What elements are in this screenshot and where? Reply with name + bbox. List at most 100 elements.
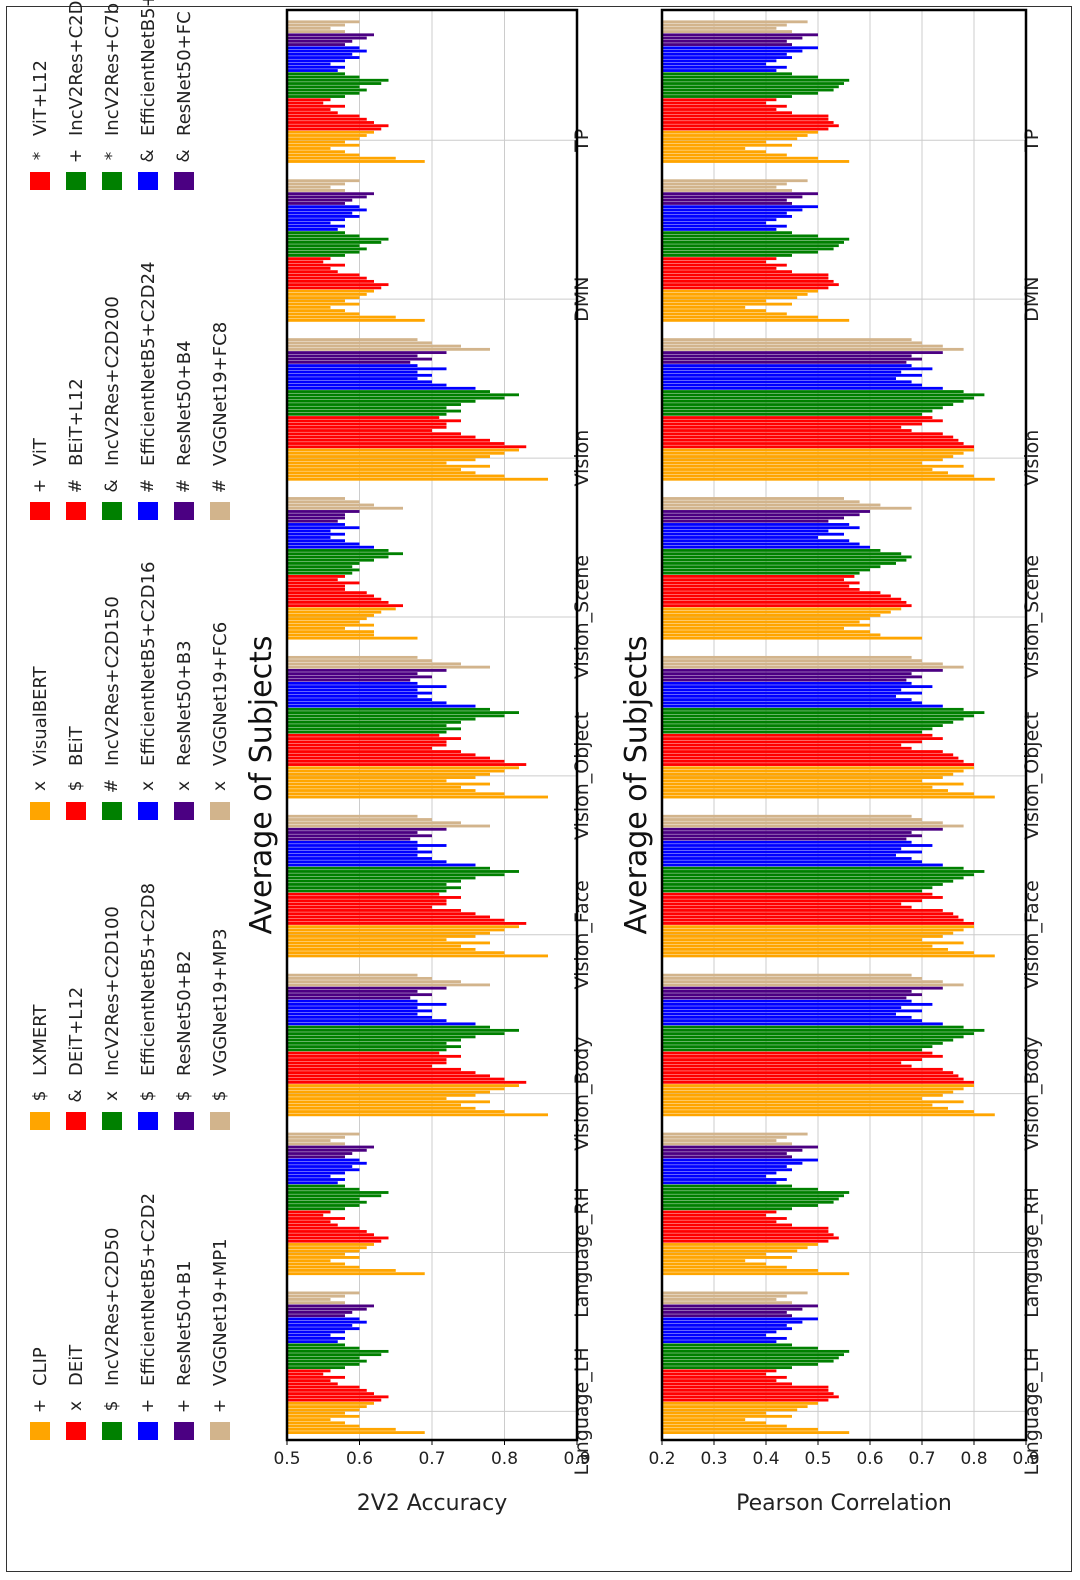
bar-TP-29 (287, 65, 345, 69)
bar-TP-43 (662, 20, 808, 24)
bar-Language_LH-23 (287, 1356, 360, 1360)
bar-Vision-6 (287, 458, 476, 462)
bar-DMN-4 (287, 305, 331, 309)
bar-Vision_Object-41 (662, 662, 943, 666)
legend-marker: x (174, 781, 194, 791)
legend-marker: x (30, 781, 50, 791)
bar-Vision_Body-29 (662, 1019, 922, 1023)
bar-Vision-27 (287, 390, 490, 393)
bar-Vision_Body-4 (662, 1100, 964, 1104)
bar-Vision_Object-26 (287, 711, 519, 715)
bar-TP-1 (287, 156, 396, 160)
bar-Vision_Scene-11 (662, 600, 907, 604)
bar-Language_RH-10 (662, 1239, 829, 1243)
bar-Vision_Object-41 (287, 662, 461, 666)
bar-Vision_Scene-0 (662, 636, 922, 640)
bar-Vision_Body-33 (662, 1006, 902, 1010)
bar-TP-33 (662, 52, 787, 56)
plot-frame (285, 8, 579, 1442)
bar-Vision_Face-10 (662, 922, 974, 925)
bar-Language_RH-24 (287, 1194, 382, 1198)
bar-Vision-40 (287, 347, 490, 351)
bar-Vision_Object-12 (287, 756, 490, 760)
bar-Language_LH-40 (662, 1301, 792, 1305)
bar-Language_LH-25 (287, 1349, 389, 1353)
bar-DMN-36 (662, 202, 792, 205)
bar-Vision-25 (662, 396, 974, 400)
legend-label-CLIP: CLIP (30, 1347, 51, 1386)
ytick-label: 0.6 (856, 1449, 883, 1469)
bar-Language_LH-24 (662, 1353, 844, 1357)
bar-Language_LH-17 (287, 1375, 345, 1379)
bar-DMN-10 (662, 286, 829, 290)
legend-label-VGGNet19+FC8: VGGNet19+FC8 (210, 322, 231, 466)
bar-Vision_Face-3 (662, 944, 933, 948)
bar-Language_RH-4 (287, 1259, 331, 1263)
bar-Vision_Object-29 (662, 701, 922, 705)
bar-Vision_Scene-21 (662, 568, 870, 572)
bar-DMN-2 (287, 312, 360, 316)
bar-Vision_Object-14 (287, 750, 461, 753)
bar-Vision-8 (662, 451, 964, 455)
bar-DMN-20 (662, 253, 792, 257)
bar-Vision_Scene-40 (287, 506, 403, 510)
bar-Language_LH-5 (662, 1414, 792, 1418)
legend-label-VGGNet19+MP3: VGGNet19+MP3 (210, 928, 231, 1076)
bar-Vision_Scene-42 (287, 500, 360, 504)
bar-Vision_Face-25 (662, 873, 974, 877)
bar-DMN-8 (662, 292, 808, 296)
legend-label-ViT+L12: ViT+L12 (30, 60, 51, 136)
legend-swatch (138, 172, 158, 190)
bar-DMN-7 (287, 296, 360, 300)
bar-Vision_Face-24 (287, 876, 476, 880)
bar-Vision_Face-30 (662, 857, 912, 860)
bar-Vision-1 (287, 474, 505, 478)
bar-DMN-26 (662, 234, 818, 238)
bar-Vision_Face-37 (287, 834, 432, 838)
legend-label-DEiT: DEiT (66, 1344, 87, 1386)
bar-Vision_Scene-29 (287, 542, 360, 546)
bar-Vision-31 (287, 377, 418, 380)
bar-Vision_Face-17 (287, 899, 447, 903)
legend-marker: + (174, 1399, 194, 1413)
bar-DMN-17 (662, 263, 787, 267)
bar-Language_LH-12 (287, 1392, 374, 1396)
bar-Vision_Body-16 (287, 1061, 447, 1065)
bar-Vision_Scene-2 (662, 630, 870, 634)
xtick-label-DMN: DMN (571, 277, 593, 322)
bar-TP-27 (287, 72, 345, 76)
bar-TP-33 (287, 52, 353, 56)
bar-DMN-8 (287, 292, 367, 296)
bar-Language_LH-15 (287, 1382, 338, 1386)
bar-Vision_Object-11 (287, 759, 505, 763)
bar-DMN-21 (662, 250, 818, 254)
bar-Vision_Object-3 (287, 785, 461, 789)
bar-Language_RH-13 (662, 1230, 829, 1233)
bar-Language_LH-6 (662, 1411, 766, 1415)
legend-marker: & (102, 479, 122, 492)
bar-Vision_Body-20 (287, 1048, 447, 1052)
bar-DMN-39 (287, 192, 374, 196)
y-axis-label: 2V2 Accuracy (357, 1491, 507, 1516)
bar-Language_LH-5 (287, 1414, 360, 1418)
bar-Vision-21 (662, 409, 933, 413)
bar-TP-25 (287, 78, 389, 82)
bar-Vision_Face-16 (662, 902, 902, 906)
bar-Language_LH-26 (662, 1346, 818, 1350)
xtick-label-Vision_Face: Vision_Face (571, 880, 593, 989)
bar-TP-21 (287, 91, 360, 95)
bar-Language_LH-34 (662, 1320, 803, 1324)
bar-Vision_Scene-19 (287, 575, 345, 578)
legend-swatch (210, 802, 230, 820)
bar-Vision_Body-34 (662, 1002, 933, 1006)
bar-Vision-41 (662, 344, 943, 348)
bar-TP-25 (662, 78, 850, 82)
legend-marker: $ (174, 1091, 194, 1102)
bar-TP-42 (287, 23, 345, 27)
bar-Language_RH-9 (662, 1243, 818, 1246)
bar-Vision_Face-14 (662, 909, 943, 912)
bar-Language_LH-9 (287, 1401, 374, 1405)
bar-Vision_Scene-8 (662, 610, 891, 614)
bar-Vision-22 (662, 406, 943, 410)
bar-Vision-35 (662, 364, 912, 368)
